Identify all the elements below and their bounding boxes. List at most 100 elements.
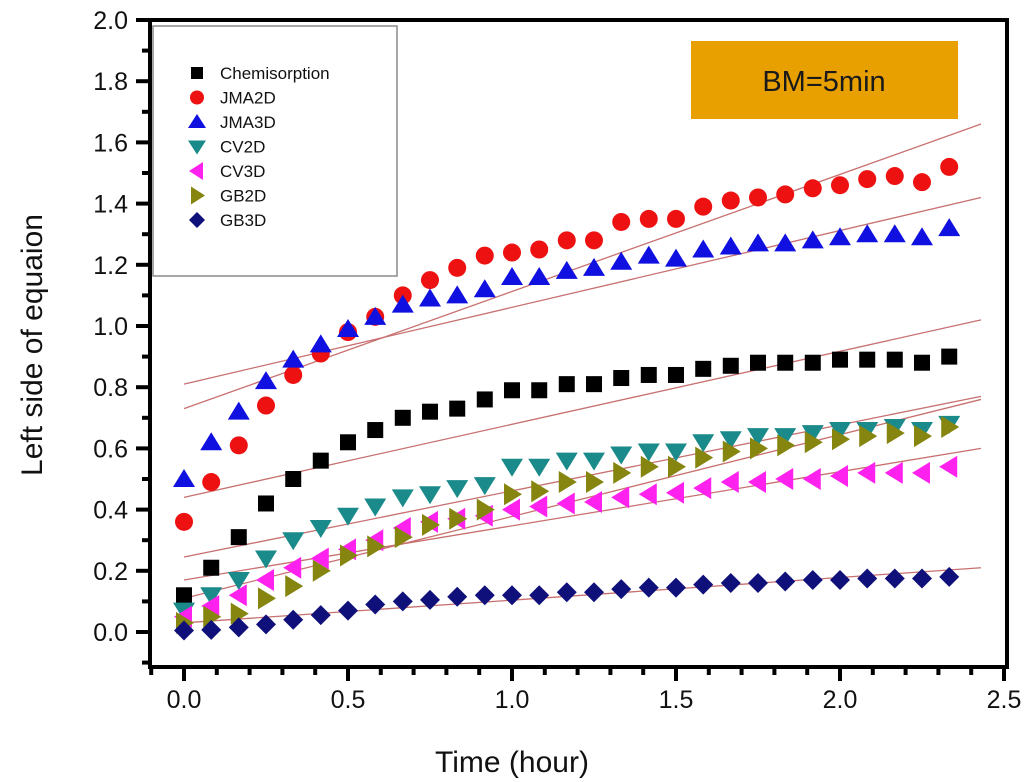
y-tick-label: 0.6: [93, 435, 128, 463]
x-tick-label: 1.5: [659, 686, 694, 714]
point-jma3d: [173, 469, 195, 487]
point-jma3d: [419, 288, 441, 307]
point-gb2d: [312, 559, 331, 582]
y-tick-label: 1.4: [93, 191, 128, 219]
point-gb3d: [666, 577, 686, 598]
point-cv3d: [256, 568, 274, 591]
series-jma3d: [173, 218, 961, 487]
point-gb3d: [884, 568, 905, 589]
point-cv2d: [309, 519, 332, 538]
point-jma3d: [610, 251, 633, 270]
series-cv2d: [173, 415, 961, 621]
point-gb2d: [914, 425, 932, 448]
point-cv2d: [665, 443, 687, 462]
point-gb3d: [556, 582, 577, 603]
point-cv2d: [282, 532, 305, 551]
point-gb3d: [912, 568, 932, 589]
point-gb2d: [203, 605, 222, 628]
point-gb3d: [529, 585, 550, 606]
point-gb3d: [392, 591, 413, 612]
point-chemisorption: [695, 360, 712, 377]
point-cv2d: [692, 434, 715, 453]
point-chemisorption: [230, 529, 247, 546]
point-chemisorption: [312, 452, 329, 469]
point-jma2d: [421, 271, 439, 290]
point-jma2d: [202, 473, 221, 492]
point-cv2d: [391, 489, 414, 508]
point-cv3d: [857, 461, 876, 484]
point-gb2d: [230, 602, 249, 625]
point-cv3d: [720, 471, 739, 494]
y-tick-label: 1.0: [93, 313, 128, 341]
point-chemisorption: [613, 370, 630, 387]
point-cv2d: [419, 486, 441, 505]
point-gb3d: [611, 579, 632, 600]
point-cv2d: [337, 507, 359, 526]
y-tick-label: 1.6: [93, 129, 128, 157]
point-jma2d: [776, 185, 795, 204]
point-cv3d: [201, 594, 220, 617]
point-jma3d: [801, 230, 824, 249]
y-axis-title: Left side of equaion: [16, 214, 49, 476]
point-jma3d: [528, 267, 551, 286]
point-cv2d: [774, 428, 797, 447]
point-chemisorption: [258, 495, 274, 512]
point-gb3d: [584, 582, 604, 603]
point-cv3d: [884, 461, 903, 484]
point-cv3d: [228, 584, 247, 607]
point-gb3d: [638, 577, 659, 598]
legend-marker-gb2d: [191, 186, 205, 205]
legend-items: Chemisorption JMA2D JMA3D CV2D CV3D GB2D GB3D: [188, 64, 330, 230]
point-jma2d: [831, 176, 849, 195]
point-jma3d: [829, 227, 851, 246]
point-gb3d: [365, 594, 386, 615]
point-jma2d: [229, 436, 248, 455]
point-jma3d: [938, 218, 961, 237]
point-jma2d: [585, 231, 603, 250]
point-jma2d: [175, 512, 193, 531]
x-tick-label: 2.5: [987, 686, 1022, 714]
point-chemisorption: [804, 354, 821, 371]
point-gb2d: [941, 415, 960, 438]
point-gb2d: [449, 507, 468, 530]
point-chemisorption: [640, 366, 657, 383]
point-gb3d: [748, 573, 768, 594]
point-cv3d: [939, 455, 958, 478]
point-cv3d: [310, 547, 329, 570]
point-chemisorption: [176, 587, 192, 604]
point-cv2d: [255, 550, 277, 569]
point-jma2d: [557, 231, 576, 250]
point-cv3d: [830, 464, 848, 487]
point-jma3d: [227, 401, 250, 420]
point-cv3d: [748, 471, 766, 494]
point-chemisorption: [914, 354, 930, 371]
point-gb2d: [722, 440, 741, 463]
legend-label-chemisorption: Chemisorption: [220, 64, 330, 83]
point-chemisorption: [367, 422, 384, 439]
point-gb2d: [640, 455, 659, 478]
y-tick-label: 1.2: [93, 252, 128, 280]
annotation-text: BM=5min: [762, 66, 885, 98]
point-gb2d: [476, 498, 495, 521]
point-chemisorption: [859, 351, 876, 368]
x-tick-label: 0.5: [331, 686, 366, 714]
legend-marker-chemisorption: [191, 67, 203, 79]
point-chemisorption: [941, 348, 958, 365]
point-jma2d: [667, 209, 685, 228]
point-gb3d: [310, 605, 331, 626]
point-jma3d: [364, 306, 387, 325]
point-jma3d: [747, 233, 769, 252]
x-tick-label: 1.0: [495, 686, 530, 714]
point-cv3d: [775, 468, 794, 490]
point-jma3d: [719, 236, 742, 255]
point-jma2d: [803, 179, 822, 198]
point-cv2d: [501, 458, 523, 477]
point-gb3d: [802, 569, 823, 590]
point-cv3d: [529, 495, 548, 518]
point-cv2d: [555, 452, 578, 471]
point-jma3d: [911, 227, 933, 246]
point-gb3d: [283, 609, 304, 630]
point-chemisorption: [832, 351, 848, 368]
legend-label-cv3d: CV3D: [220, 162, 265, 181]
